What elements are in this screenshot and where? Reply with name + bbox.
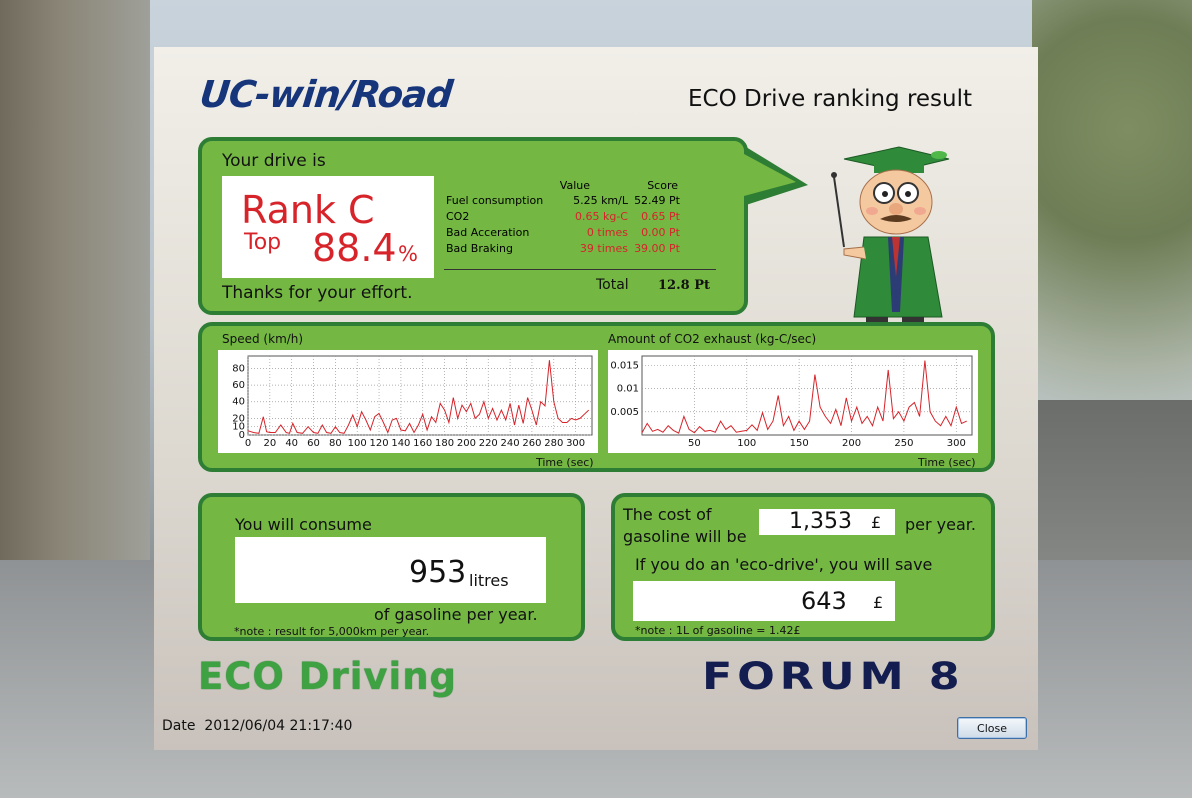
speed-chart-title: Speed (km/h) <box>222 332 304 346</box>
stats-divider <box>444 269 716 270</box>
save-currency: £ <box>873 593 884 612</box>
cost-label-line1: The cost of <box>623 505 712 524</box>
consume-field: 953 litres <box>235 537 546 603</box>
x-tick-label: 120 <box>370 438 389 449</box>
y-tick-label: 60 <box>232 380 245 391</box>
x-tick-label: 80 <box>329 438 342 449</box>
speech-pointer-fill <box>744 154 796 196</box>
x-tick-label: 100 <box>737 438 756 449</box>
consume-suffix: of gasoline per year. <box>374 605 538 624</box>
x-tick-label: 20 <box>263 438 276 449</box>
x-tick-label: 180 <box>435 438 454 449</box>
eco-driving-logo: ECO Driving <box>198 655 458 698</box>
top-label: Top <box>244 230 282 255</box>
thanks-text: Thanks for your effort. <box>222 283 413 303</box>
x-tick-label: 50 <box>688 438 701 449</box>
cost-per-year: per year. <box>905 515 976 534</box>
uc-win-road-logo: UC-win/Road <box>197 73 455 116</box>
consume-note: *note : result for 5,000km per year. <box>234 625 430 638</box>
co2-chart: 50 100 150 200 250 300 0.005 0.01 0.015 <box>608 350 978 453</box>
rank-panel: Your drive is Rank C Top 88.4 % Thanks f… <box>198 137 748 315</box>
total-value: 12.8 Pt <box>658 278 710 293</box>
series-line <box>247 360 590 434</box>
stats-table: Value Score Fuel consumption 5.25 km/L 5… <box>446 179 718 258</box>
y-tick-label: 80 <box>232 363 245 374</box>
stats-row: Bad Braking 39 times 39.00 Pt <box>446 242 680 255</box>
date-line: Date 2012/06/04 21:17:40 <box>162 718 352 734</box>
rank-value: Rank C <box>241 188 375 232</box>
stats-row: CO2 0.65 kg-C 0.65 Pt <box>446 210 680 223</box>
forum8-logo: FORUM 8 <box>702 655 965 698</box>
save-field: 643 £ <box>633 581 895 621</box>
cost-panel: The cost of gasoline will be 1,353 £ per… <box>611 493 995 641</box>
percent-sign: % <box>398 242 418 266</box>
x-tick-label: 160 <box>413 438 432 449</box>
date-value: 2012/06/04 21:17:40 <box>204 718 353 734</box>
cost-note: *note : 1L of gasoline = 1.42£ <box>635 624 801 637</box>
x-tick-label: 300 <box>947 438 966 449</box>
cost-label-line2: gasoline will be <box>623 527 747 546</box>
speed-chart: 0 20 40 60 80 100 120 140 160 180 200 220 240 260 280 3… <box>218 350 598 453</box>
result-dialog: UC-win/Road ECO Drive ranking result You… <box>154 47 1038 750</box>
x-tick-label: 60 <box>307 438 320 449</box>
speed-x-label: Time (sec) <box>536 456 594 469</box>
cost-field: 1,353 £ <box>759 509 895 535</box>
series-line <box>641 360 967 434</box>
close-button[interactable]: Close <box>957 717 1027 739</box>
x-tick-label: 200 <box>842 438 861 449</box>
y-tick-label: 0.01 <box>617 384 639 395</box>
rank-display: Rank C Top 88.4 % <box>222 176 434 278</box>
save-value: 643 <box>801 587 847 615</box>
page-title: ECO Drive ranking result <box>688 86 973 112</box>
plot-frame <box>641 355 973 436</box>
x-tick-label: 300 <box>566 438 585 449</box>
graphs-panel: Speed (km/h) Amount of CO2 exhaust (kg-C… <box>198 322 995 472</box>
y-tick-label: 0 <box>239 430 245 441</box>
co2-x-label: Time (sec) <box>918 456 976 469</box>
cost-value: 1,353 <box>789 509 852 534</box>
x-tick-label: 0 <box>245 438 251 449</box>
col-score-header: Score <box>647 179 678 192</box>
stats-row: Fuel consumption 5.25 km/L 52.49 Pt <box>446 194 680 207</box>
x-tick-label: 150 <box>790 438 809 449</box>
stats-row: Bad Acceration 0 times 0.00 Pt <box>446 226 680 239</box>
consume-panel: You will consume 953 litres of gasoline … <box>198 493 585 641</box>
x-tick-label: 240 <box>501 438 520 449</box>
y-tick-label: 0.005 <box>610 407 639 418</box>
plot-frame <box>247 355 593 436</box>
rank-intro: Your drive is <box>222 151 326 171</box>
y-tick-label: 40 <box>232 397 245 408</box>
x-tick-label: 220 <box>479 438 498 449</box>
consume-label: You will consume <box>235 515 372 534</box>
total-label: Total <box>596 277 629 293</box>
x-tick-label: 140 <box>391 438 410 449</box>
cost-currency: £ <box>871 513 882 532</box>
top-percent: 88.4 <box>312 226 397 270</box>
x-tick-label: 260 <box>522 438 541 449</box>
co2-chart-title: Amount of CO2 exhaust (kg-C/sec) <box>608 332 817 346</box>
date-label: Date <box>162 718 196 734</box>
y-tick-label: 20 <box>232 413 245 424</box>
background-tree-right <box>1032 0 1192 430</box>
x-tick-label: 280 <box>544 438 563 449</box>
x-tick-label: 40 <box>285 438 298 449</box>
y-tick-label: 10 <box>232 422 245 433</box>
eco-save-label: If you do an 'eco-drive', you will save <box>635 555 933 574</box>
consume-unit: litres <box>469 571 509 590</box>
x-tick-label: 100 <box>348 438 367 449</box>
x-tick-label: 200 <box>457 438 476 449</box>
y-tick-label: 0.015 <box>610 360 639 371</box>
professor-character-icon <box>831 146 950 331</box>
col-value-header: Value <box>559 179 590 192</box>
x-tick-label: 250 <box>894 438 913 449</box>
consume-value: 953 <box>409 555 467 590</box>
